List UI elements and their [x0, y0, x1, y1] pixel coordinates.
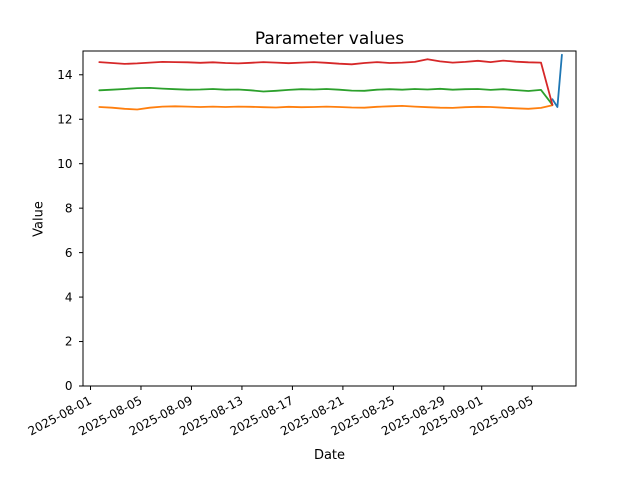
y-tick-label: 12	[57, 112, 72, 126]
line-series-4-red	[98, 58, 554, 106]
y-tick-label: 4	[65, 290, 73, 304]
chart-title: Parameter values	[254, 29, 405, 49]
y-axis-label: Value	[31, 201, 47, 237]
line-series-2-orange	[98, 104, 554, 111]
plot-border	[82, 50, 577, 387]
y-tick-label: 10	[57, 157, 72, 171]
y-tick-label: 8	[65, 201, 73, 215]
line-series-1-blue	[551, 53, 563, 108]
line-series-3-green	[98, 87, 554, 106]
x-axis-label: Date	[313, 448, 346, 463]
y-tick-label: 0	[65, 379, 73, 393]
y-tick-label: 6	[65, 246, 73, 260]
y-tick-label: 14	[57, 68, 72, 82]
y-tick-label: 2	[65, 335, 73, 349]
